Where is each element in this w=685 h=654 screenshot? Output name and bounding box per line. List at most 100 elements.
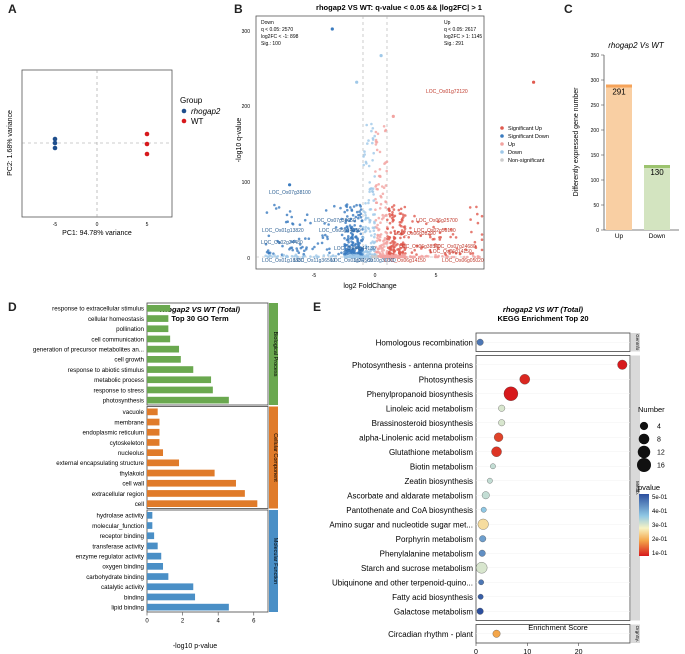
volcano-point [434, 253, 437, 257]
volcano-point [443, 227, 447, 231]
svg-text:Sig.: 100: Sig.: 100 [261, 41, 281, 47]
volcano-gene-label: LOC_Os04g44130 [334, 246, 376, 252]
volcano-point [397, 247, 401, 251]
go-term-label: cell [135, 501, 144, 508]
volcano-point [357, 216, 360, 220]
go-group-label: Cellular Component [272, 433, 278, 482]
volcano-point [265, 211, 269, 214]
volcano-point [384, 200, 388, 204]
volcano-point [459, 252, 462, 255]
volcano-point [402, 254, 405, 257]
volcano-point [343, 237, 346, 240]
volcano-point [359, 252, 362, 256]
volcano-point [425, 254, 428, 258]
kegg-color-label: 5e-01 [652, 495, 668, 501]
volcano-point [451, 233, 455, 236]
volcano-point [347, 235, 350, 238]
volcano-point [364, 160, 368, 164]
volcano-point [390, 213, 394, 217]
volcano-point [454, 252, 458, 255]
volcano-point [378, 174, 382, 178]
volcano-point [429, 235, 432, 239]
volcano-point [276, 239, 279, 243]
go-bar [147, 449, 164, 456]
volcano-point [343, 227, 347, 230]
volcano-point [264, 254, 267, 258]
go-term-label: cellular homeostasis [88, 316, 144, 323]
go-term-label: receptor binding [100, 533, 145, 540]
volcano-point [268, 253, 272, 257]
pca-legend-label: WT [191, 117, 204, 126]
volcano-point [384, 184, 388, 187]
volcano-point [445, 255, 448, 259]
volcano-gene-label: LOC_Os05g14030 [319, 228, 361, 234]
volcano-point [415, 244, 419, 247]
volcano-point [374, 143, 378, 146]
deg-title: rhogap2 Vs WT [608, 41, 665, 50]
volcano-point [317, 255, 320, 259]
go-bar [147, 439, 160, 446]
volcano-point [321, 236, 325, 239]
volcano-point [389, 241, 392, 245]
volcano-point [346, 230, 350, 233]
volcano-point [316, 242, 320, 245]
kegg-bubble [519, 374, 530, 385]
volcano-point [396, 242, 399, 246]
go-xtick: 4 [217, 619, 221, 625]
panel-letter-e: E [313, 300, 322, 314]
volcano-point [372, 193, 375, 196]
volcano-point [360, 219, 364, 222]
volcano-point [392, 215, 395, 219]
go-bar [147, 335, 171, 343]
go-term-label: extracellular region [92, 491, 145, 498]
pca-point [144, 141, 150, 147]
volcano-point [345, 225, 349, 228]
volcano-ylabel: -log10 q-value [236, 118, 243, 162]
volcano-point [475, 205, 478, 209]
kegg-size-legend: 4 8 12 16 [637, 421, 665, 472]
volcano-point [347, 255, 350, 259]
go-bar [147, 593, 196, 601]
go-bar [147, 366, 194, 373]
go-term-label: cytoskeleton [110, 440, 145, 447]
volcano-gene-label: LOC_Os01g18880 [262, 258, 304, 264]
volcano-point [359, 224, 362, 228]
kegg-bubble-chart: rhogap2 VS WT (Total) KEGG Enrichment To… [329, 305, 668, 654]
volcano-point [352, 205, 356, 208]
volcano-point [366, 142, 369, 145]
volcano-point [438, 238, 442, 241]
volcano-point [385, 253, 389, 257]
volcano-point [367, 201, 370, 205]
volcano-point [293, 254, 296, 258]
kegg-strip-label: OrgnSy. [635, 626, 640, 642]
volcano-point [402, 213, 405, 217]
go-bar [147, 522, 153, 529]
volcano-point [301, 255, 305, 259]
volcano-point [379, 194, 382, 198]
svg-text:Up: Up [508, 142, 515, 148]
deg-bars: 291 Up 130 Down [606, 84, 670, 240]
volcano-point [364, 225, 367, 229]
volcano-point [371, 245, 374, 249]
volcano-point [285, 213, 289, 217]
volcano-point [360, 248, 363, 251]
go-bar [147, 500, 258, 507]
go-bar [147, 542, 158, 550]
volcano-gene-label: LOC_Os06g25700 [416, 218, 458, 224]
kegg-bubble [493, 432, 504, 442]
kegg-bubble [478, 549, 486, 557]
volcano-point [354, 228, 358, 231]
volcano-point [432, 225, 435, 229]
volcano-point [398, 223, 402, 227]
kegg-bubble [503, 386, 519, 401]
volcano-point [376, 247, 380, 251]
kegg-color-label: 4e-01 [652, 509, 668, 515]
volcano-point [381, 192, 385, 196]
kegg-bubble [498, 419, 506, 427]
svg-text:Significant Up: Significant Up [508, 126, 542, 132]
volcano-point [448, 249, 451, 252]
volcano-point [464, 248, 467, 251]
volcano-point [353, 224, 356, 227]
volcano-point [372, 213, 375, 216]
volcano-point [399, 246, 403, 250]
